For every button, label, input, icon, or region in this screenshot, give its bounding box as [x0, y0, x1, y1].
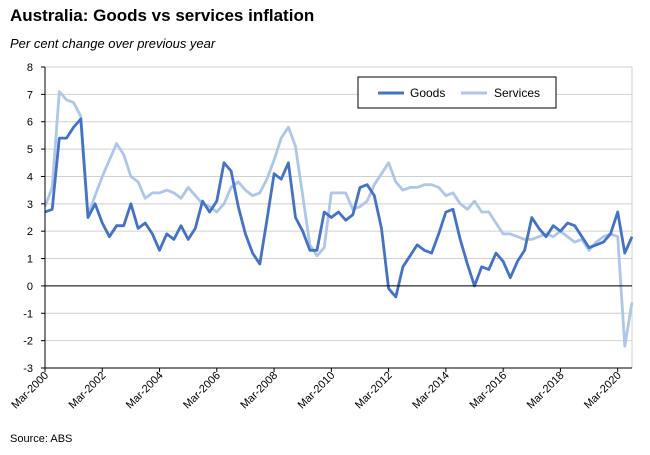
x-tick-label: Mar-2018	[525, 370, 567, 412]
gridlines	[45, 66, 633, 368]
y-tick-label: -1	[23, 308, 33, 320]
y-tick-label: -2	[23, 336, 33, 348]
x-tick-label: Mar-2008	[238, 370, 280, 412]
x-tick-label: Mar-2012	[353, 370, 395, 412]
x-tick-label: Mar-2020	[582, 370, 624, 412]
y-tick-label: -3	[23, 363, 33, 375]
y-tick-label: 4	[27, 171, 33, 183]
y-tick-label: 0	[27, 281, 33, 293]
legend: Goods Services	[357, 76, 557, 109]
x-tick-label: Mar-2006	[181, 370, 223, 412]
x-tick-label: Mar-2002	[67, 370, 109, 412]
x-tick-label: Mar-2000	[9, 370, 51, 412]
y-tick-label: 5	[27, 144, 33, 156]
x-tick-label: Mar-2016	[467, 370, 509, 412]
y-tick-label: 8	[27, 62, 33, 74]
y-tick-label: 2	[27, 226, 33, 238]
series-line-services	[43, 90, 634, 348]
x-tick-label: Mar-2014	[410, 370, 452, 412]
y-axis-ticks: -3 -2 -1 0 1 2 3 4 5 6 7 8	[23, 62, 33, 375]
y-tick-label: 7	[27, 89, 33, 101]
x-tick-label: Mar-2010	[296, 370, 338, 412]
chart-subtitle: Per cent change over previous year	[10, 36, 216, 51]
y-tick-label: 1	[27, 254, 33, 266]
chart-title: Australia: Goods vs services inflation	[10, 6, 315, 25]
source-note: Source: ABS	[10, 433, 73, 445]
series-lines	[43, 90, 634, 348]
y-tick-label: 3	[27, 199, 33, 211]
legend-label-goods: Goods	[410, 86, 445, 100]
y-tick-label: 6	[27, 117, 33, 129]
axes	[41, 66, 632, 372]
series-line-goods	[44, 117, 634, 299]
x-tick-label: Mar-2004	[124, 370, 166, 412]
x-axis-ticks: Mar-2000 Mar-2002 Mar-2004 Mar-2006 Mar-2008…	[9, 370, 623, 412]
legend-label-services: Services	[494, 86, 540, 100]
